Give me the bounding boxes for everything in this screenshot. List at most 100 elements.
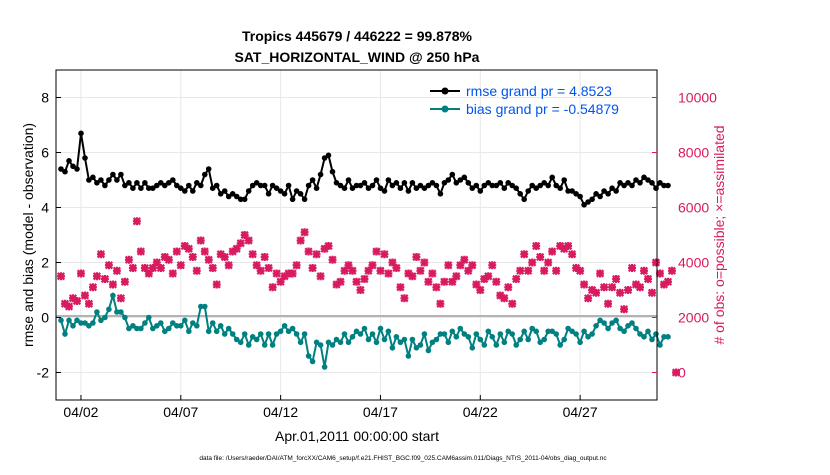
rmse-point <box>86 177 92 183</box>
obs-assimilated-point <box>156 263 165 273</box>
legend-rmse-label: rmse grand pr = 4.8523 <box>466 83 612 99</box>
bias-point <box>269 342 276 348</box>
rmse-point <box>138 185 144 191</box>
obs-assimilated-point <box>436 299 445 308</box>
rmse-point <box>241 196 248 203</box>
obs-assimilated-point <box>360 274 369 284</box>
obs-assimilated-point <box>380 250 389 259</box>
rmse-point <box>94 180 100 186</box>
bias-point <box>557 342 563 348</box>
bias-point <box>537 339 543 346</box>
left-tick-label: 6 <box>41 145 49 161</box>
bias-point <box>505 328 512 335</box>
bias-point <box>461 331 468 337</box>
obs-assimilated-point <box>64 302 74 311</box>
obs-assimilated-point <box>464 266 473 275</box>
obs-assimilated-point <box>576 266 585 275</box>
obs-assimilated-point <box>148 263 157 273</box>
rmse-point <box>154 182 160 189</box>
obs-assimilated-point <box>420 258 429 267</box>
obs-assimilated-point <box>627 263 637 273</box>
rmse-point <box>553 182 559 189</box>
rmse-point <box>381 188 388 194</box>
bias-point <box>553 331 559 337</box>
rmse-point <box>285 182 292 189</box>
obs-assimilated-point <box>248 250 257 259</box>
right-axis-label: # of obs: o=possible; ×=assimilated <box>711 125 727 344</box>
obs-assimilated-point <box>619 305 629 314</box>
bias-point <box>353 328 360 335</box>
bias-point <box>633 325 639 332</box>
rmse-point <box>98 177 104 183</box>
obs-assimilated-point <box>500 294 509 303</box>
rmse-point <box>393 180 400 186</box>
obs-assimilated-point <box>116 294 125 303</box>
bias-point <box>313 339 320 346</box>
obs-assimilated-point <box>376 266 385 275</box>
rmse-point <box>433 182 440 189</box>
obs-assimilated-point <box>88 283 98 292</box>
obs-assimilated-point <box>635 283 645 292</box>
chart-title-line1: Tropics 445679 / 446222 = 99.878% <box>242 28 473 44</box>
rmse-point <box>170 177 176 183</box>
bias-point <box>142 320 148 326</box>
rmse-point <box>405 188 412 194</box>
rmse-point <box>269 182 276 189</box>
bias-point <box>525 336 531 343</box>
obs-assimilated-point <box>564 241 573 251</box>
obs-assimilated-point <box>548 247 557 256</box>
rmse-point <box>174 182 180 189</box>
obs-assimilated-point <box>615 288 625 297</box>
rmse-point <box>497 180 504 186</box>
bias-point <box>170 320 176 326</box>
bias-point <box>241 331 248 337</box>
obs-assimilated-point <box>176 261 185 270</box>
rmse-point <box>449 171 456 178</box>
obs-assimilated-point <box>80 291 90 300</box>
obs-assimilated-point <box>292 261 301 270</box>
bias-point <box>513 342 519 348</box>
bias-point <box>333 336 340 343</box>
obs-assimilated-point <box>232 244 241 253</box>
obs-assimilated-point <box>252 261 261 270</box>
obs-assimilated-point <box>172 247 181 256</box>
left-tick-label: 8 <box>41 90 49 106</box>
obs-assimilated-point <box>631 280 641 289</box>
rmse-point <box>74 166 80 172</box>
obs-assimilated-point <box>304 247 313 256</box>
right-tick-label: 8000 <box>678 145 709 161</box>
plot-frame <box>55 69 658 401</box>
obs-assimilated-point <box>428 269 437 278</box>
bias-point <box>329 342 336 348</box>
rmse-point <box>257 182 264 189</box>
obs-assimilated-point <box>160 252 169 262</box>
bias-point <box>233 336 240 343</box>
left-tick-label: 2 <box>41 255 49 271</box>
rmse-point <box>237 196 244 203</box>
rmse-point <box>585 199 591 205</box>
bias-point <box>118 309 124 315</box>
rmse-point <box>401 180 408 186</box>
bias-point <box>86 323 92 329</box>
bias-point <box>305 353 312 359</box>
rmse-point <box>657 180 663 186</box>
rmse-point <box>621 182 627 189</box>
rmse-point <box>162 182 168 189</box>
bias-point <box>122 314 128 321</box>
obs-assimilated-point <box>92 272 102 281</box>
bias-point <box>393 334 400 340</box>
bias-point <box>625 323 631 329</box>
obs-assimilated-point <box>352 277 361 286</box>
bias-point <box>293 331 300 337</box>
bias-point <box>521 328 527 335</box>
bias-point <box>325 339 332 346</box>
obs-assimilated-point <box>104 261 113 270</box>
rmse-point <box>665 182 671 189</box>
bias-point <box>533 328 539 335</box>
obs-assimilated-point <box>671 368 681 377</box>
obs-assimilated-point <box>164 255 173 264</box>
obs-assimilated-point <box>204 255 213 264</box>
rmse-point <box>505 180 512 186</box>
rmse-point <box>225 193 232 200</box>
x-tick-label: 04/02 <box>63 404 98 420</box>
